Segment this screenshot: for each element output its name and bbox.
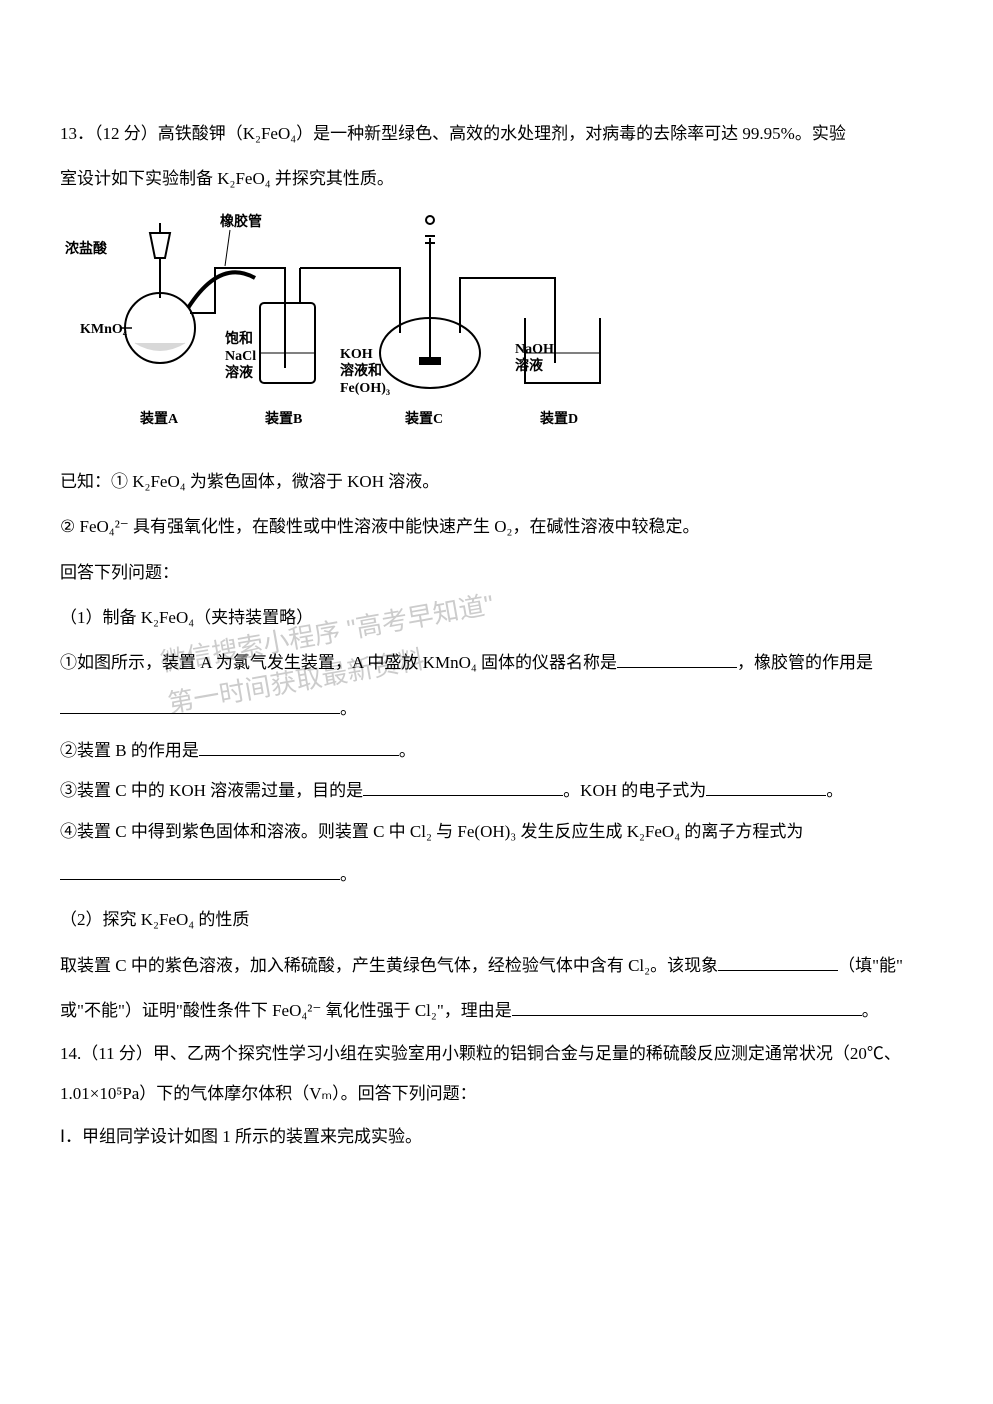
svg-text:饱和: 饱和: [225, 330, 253, 347]
blank-koh-purpose: [363, 779, 563, 796]
page-content: 13．（12 分）高铁酸钾（K₂FeO₄）是一种新型绿色、高效的水处理剂，对病毒…: [60, 115, 933, 1156]
blank-can: [718, 954, 838, 971]
part1-4end: 。: [60, 856, 933, 893]
part1-1: ①如图所示，装置 A 为氯气发生装置，A 中盛放 KMnO₄ 固体的仪器名称是 ，…: [60, 644, 933, 681]
q13-intro2: 室设计如下实验制备 K₂FeO₄ 并探究其性质。: [60, 160, 933, 197]
svg-text:溶液和: 溶液和: [340, 362, 382, 379]
part1-1a: ①如图所示，装置 A 为氯气发生装置，A 中盛放 KMnO₄ 固体的仪器名称是: [60, 653, 617, 672]
part1-4: ④装置 C 中得到紫色固体和溶液。则装置 C 中 Cl₂ 与 Fe(OH)₃ 发…: [60, 816, 933, 848]
part1-4end-text: 。: [340, 865, 357, 884]
svg-text:装置D: 装置D: [539, 410, 578, 427]
svg-text:Fe(OH)₃: Fe(OH)₃: [340, 381, 390, 396]
blank-rubber: [60, 697, 340, 714]
blank-electron: [706, 779, 826, 796]
svg-text:溶液: 溶液: [515, 357, 544, 374]
q13-intro1: 13．（12 分）高铁酸钾（K₂FeO₄）是一种新型绿色、高效的水处理剂，对病毒…: [60, 115, 933, 152]
part1-3: ③装置 C 中的 KOH 溶液需过量，目的是 。KOH 的电子式为 。: [60, 775, 933, 807]
q14-intro1: 14.（11 分）甲、乙两个探究性学习小组在实验室用小颗粒的铝铜合金与足量的稀硫…: [60, 1038, 933, 1070]
svg-text:NaCl: NaCl: [225, 349, 256, 364]
svg-text:橡胶管: 橡胶管: [220, 213, 262, 230]
part1-2b: 。: [399, 741, 416, 760]
part1-3a: ③装置 C 中的 KOH 溶液需过量，目的是: [60, 781, 363, 800]
svg-text:浓盐酸: 浓盐酸: [65, 240, 108, 257]
part2-1a: 取装置 C 中的紫色溶液，加入稀硫酸，产生黄绿色气体，经检验气体中含有 Cl₂。…: [60, 956, 718, 975]
part1-title: （1）制备 K₂FeO₄（夹持装置略）: [60, 599, 933, 636]
part2-1: 取装置 C 中的紫色溶液，加入稀硫酸，产生黄绿色气体，经检验气体中含有 Cl₂。…: [60, 947, 933, 984]
blank-b-purpose: [199, 739, 399, 756]
known1: ① K₂FeO₄ 为紫色固体，微溶于 KOH 溶液。: [111, 472, 439, 491]
q14-intro2: 1.01×10⁵Pa）下的气体摩尔体积（Vₘ）。回答下列问题：: [60, 1078, 933, 1110]
part1-2: ②装置 B 的作用是 。: [60, 735, 933, 767]
part1-3c: 。: [826, 781, 843, 800]
svg-text:KOH: KOH: [340, 347, 373, 362]
part2-title: （2）探究 K₂FeO₄ 的性质: [60, 901, 933, 938]
blank-equation: [60, 863, 340, 880]
blank-instrument: [617, 651, 737, 668]
svg-text:NaOH: NaOH: [515, 342, 554, 357]
part1-1b: ，橡胶管的作用是: [737, 653, 873, 672]
part1-1c: 。: [340, 699, 357, 718]
svg-text:装置C: 装置C: [404, 410, 443, 427]
part2-1b: （填"能": [838, 956, 903, 975]
svg-text:溶液: 溶液: [225, 364, 254, 381]
part1-2a: ②装置 B 的作用是: [60, 741, 199, 760]
known2: ② FeO₄²⁻ 具有强氧化性，在酸性或中性溶液中能快速产生 O₂，在碱性溶液中…: [60, 508, 933, 545]
part2-2a: 或"不能"）证明"酸性条件下 FeO₄²⁻ 氧化性强于 Cl₂"，理由是: [60, 1001, 512, 1020]
known-prefix: 已知：: [60, 472, 111, 491]
blank-reason: [512, 999, 862, 1016]
part2-2: 或"不能"）证明"酸性条件下 FeO₄²⁻ 氧化性强于 Cl₂"，理由是 。: [60, 992, 933, 1029]
answer-prompt: 回答下列问题：: [60, 554, 933, 591]
svg-text:装置B: 装置B: [264, 410, 302, 427]
part1-3b: 。KOH 的电子式为: [563, 781, 706, 800]
q14-part1: Ⅰ．甲组同学设计如图 1 所示的装置来完成实验。: [60, 1118, 933, 1155]
svg-text:KMnO₄: KMnO₄: [80, 322, 128, 337]
apparatus-diagram: 浓盐酸 KMnO₄ 橡胶管 饱和 NaCl 溶液: [60, 208, 620, 448]
svg-text:装置A: 装置A: [139, 410, 179, 427]
q13-known: 已知：① K₂FeO₄ 为紫色固体，微溶于 KOH 溶液。: [60, 463, 933, 500]
part1-1end: 。: [60, 690, 933, 727]
part2-2b: 。: [862, 1001, 879, 1020]
